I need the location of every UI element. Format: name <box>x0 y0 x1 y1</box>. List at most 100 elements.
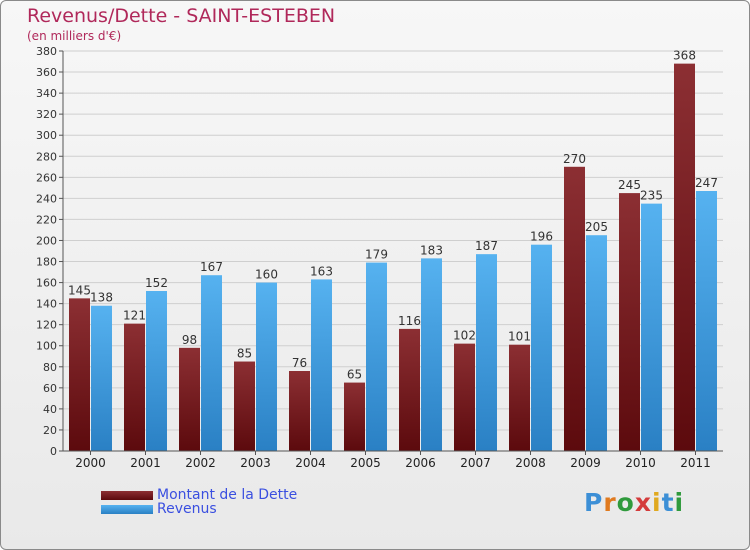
x-tick-label: 2005 <box>350 456 381 470</box>
bar-value-label: 121 <box>123 309 146 323</box>
y-tick-label: 220 <box>36 213 57 226</box>
bars <box>69 63 717 451</box>
bar-revenus <box>421 258 442 451</box>
bar-dette <box>399 328 420 451</box>
axes: 0 20 40 60 80 100 120 140 160 180 200 220 240 260 280 3… <box>36 45 723 470</box>
bar-value-label: 245 <box>618 178 641 192</box>
y-tick-label: 100 <box>36 340 57 353</box>
bar-dette <box>124 323 145 451</box>
x-tick-label: 2009 <box>570 456 601 470</box>
logo-letter: o <box>616 488 635 517</box>
proxiti-logo: Proxiti <box>584 488 684 517</box>
bar-value-label: 270 <box>563 152 586 166</box>
bar-value-label: 368 <box>673 49 696 63</box>
y-tick-label: 380 <box>36 45 57 58</box>
legend-item-revenus: Revenus <box>101 501 217 517</box>
logo-letter: i <box>652 488 662 517</box>
y-tick-label: 0 <box>50 445 57 458</box>
y-tick-label: 40 <box>43 403 57 416</box>
bar-value-label: 65 <box>347 368 362 382</box>
x-tick-label: 2002 <box>185 456 216 470</box>
bar-value-label: 152 <box>145 276 168 290</box>
bar-revenus <box>586 235 607 451</box>
legend-swatch-dette <box>101 490 153 500</box>
x-tick-label: 2008 <box>515 456 546 470</box>
logo-letter: r <box>603 488 617 517</box>
y-tick-label: 80 <box>43 361 57 374</box>
y-tick-label: 260 <box>36 171 57 184</box>
legend-label-dette: Montant de la Dette <box>157 487 298 503</box>
x-tick-label: 2011 <box>680 456 711 470</box>
bar-revenus <box>256 282 277 451</box>
x-tick-label: 2001 <box>130 456 161 470</box>
bar-dette <box>509 344 530 451</box>
bar-revenus <box>146 291 167 451</box>
y-tick-label: 240 <box>36 192 57 205</box>
x-tick-label: 2007 <box>460 456 491 470</box>
bar-revenus <box>201 275 222 451</box>
x-tick-label: 2000 <box>75 456 106 470</box>
bar-dette <box>454 343 475 451</box>
bar-revenus <box>91 305 112 451</box>
bar-revenus <box>311 279 332 451</box>
bar-value-label: 102 <box>453 329 476 343</box>
y-tick-label: 300 <box>36 129 57 142</box>
bar-value-label: 145 <box>68 283 91 297</box>
y-tick-label: 340 <box>36 87 57 100</box>
bar-value-label: 98 <box>182 333 197 347</box>
bar-revenus <box>531 244 552 451</box>
y-tick-label: 320 <box>36 108 57 121</box>
logo-letter: i <box>674 488 685 517</box>
bar-value-label: 167 <box>200 260 223 274</box>
bar-value-label: 101 <box>508 330 531 344</box>
y-tick-label: 200 <box>36 234 57 247</box>
x-tick-label: 2006 <box>405 456 436 470</box>
y-tick-label: 120 <box>36 319 57 332</box>
bar-revenus <box>641 203 662 451</box>
bar-revenus <box>696 191 717 451</box>
bar-value-label: 205 <box>585 220 608 234</box>
chart-subtitle: (en milliers d'€) <box>27 29 122 43</box>
bar-value-label: 85 <box>237 347 252 361</box>
bar-dette <box>344 382 365 451</box>
x-tick-label: 2003 <box>240 456 271 470</box>
legend-item-dette: Montant de la Dette <box>101 487 297 503</box>
x-tick-label: 2004 <box>295 456 326 470</box>
bar-value-label: 163 <box>310 264 333 278</box>
bar-revenus <box>366 262 387 451</box>
bar-dette <box>619 193 640 451</box>
legend-swatch-revenus <box>101 504 153 514</box>
x-tick-label: 2010 <box>625 456 656 470</box>
bar-dette <box>674 63 695 451</box>
y-tick-label: 360 <box>36 66 57 79</box>
y-tick-label: 160 <box>36 277 57 290</box>
y-tick-label: 280 <box>36 150 57 163</box>
bar-revenus <box>476 254 497 451</box>
gridlines <box>63 50 723 452</box>
bar-value-label: 247 <box>695 176 718 190</box>
bar-dette <box>69 298 90 451</box>
bar-dette <box>179 347 200 451</box>
y-tick-label: 60 <box>43 382 57 395</box>
y-tick-label: 20 <box>43 424 57 437</box>
y-tick-label: 140 <box>36 298 57 311</box>
bar-dette <box>564 166 585 451</box>
bar-value-label: 187 <box>475 239 498 253</box>
bar-value-label: 76 <box>292 356 307 370</box>
bar-dette <box>289 371 310 451</box>
bar-value-label: 160 <box>255 268 278 282</box>
logo-letter: t <box>661 488 675 517</box>
bar-value-label: 196 <box>530 230 553 244</box>
bar-value-label: 235 <box>640 189 663 203</box>
logo-letter: P <box>584 488 604 517</box>
bar-value-label: 179 <box>365 248 388 262</box>
bar-value-label: 138 <box>90 291 113 305</box>
bar-dette <box>234 361 255 451</box>
y-tick-label: 180 <box>36 256 57 269</box>
bar-value-label: 116 <box>398 314 421 328</box>
chart-title: Revenus/Dette - SAINT-ESTEBEN <box>27 5 336 27</box>
logo-letter: x <box>634 488 652 517</box>
